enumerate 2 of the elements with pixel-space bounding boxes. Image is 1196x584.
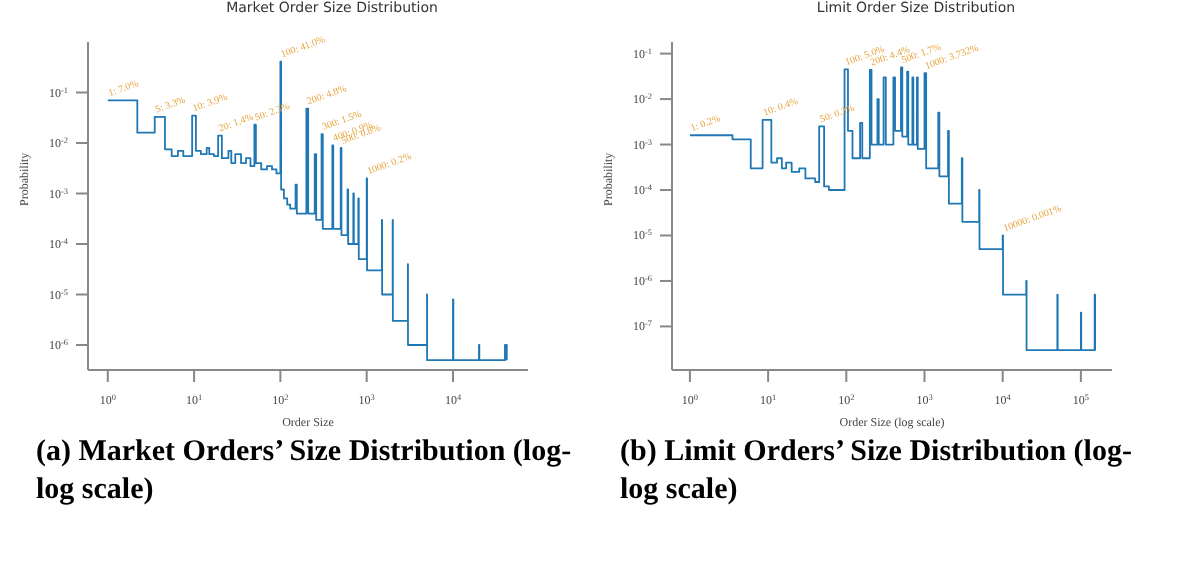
text: (b) Limit Orders’ Size Distribution (log-log scale): [618, 434, 1134, 510]
text: (a) Market Orders’ Size Distribution (log-log scale): [34, 434, 574, 510]
